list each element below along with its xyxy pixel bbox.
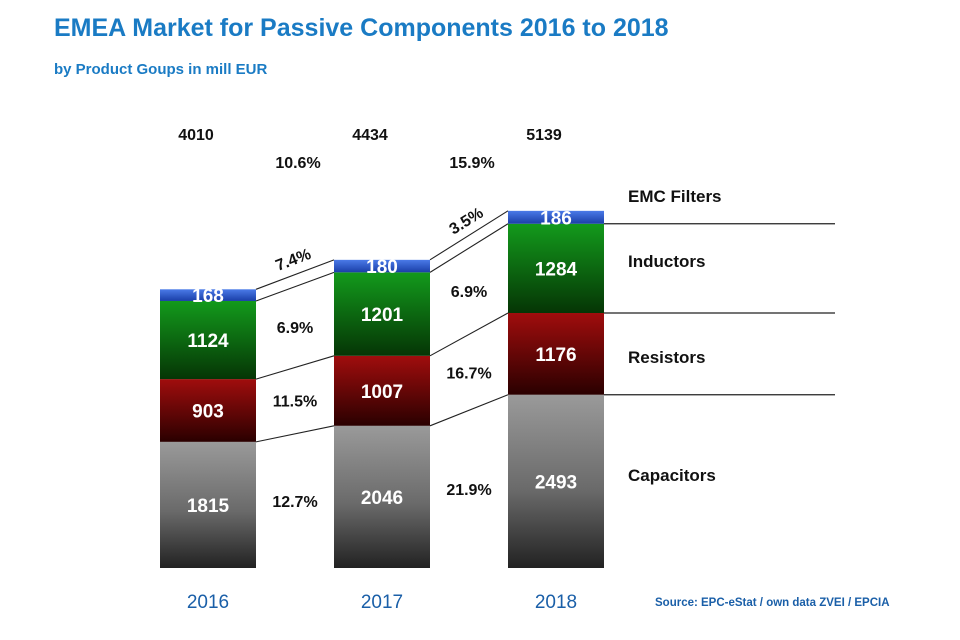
bar-segment-capacitors-2016: [160, 441, 256, 568]
total-label: 5139: [526, 127, 562, 144]
legend-resistors: Resistors: [628, 348, 705, 367]
data-label-capacitors: 1815: [187, 496, 230, 517]
connector-line: [255, 259, 335, 290]
bar-segment-emc-filters-2017: [334, 259, 430, 273]
bar-segment-inductors-2018: [508, 223, 604, 314]
growth-label-capacitors: 12.7%: [272, 494, 317, 511]
bar-segment-resistors-2017: [334, 355, 430, 426]
connector-line: [429, 210, 509, 261]
total-growth-label: 10.6%: [275, 155, 320, 172]
legend-emc-filters: EMC Filters: [628, 187, 722, 206]
data-label-resistors: 903: [192, 401, 224, 422]
data-label-capacitors: 2493: [535, 472, 577, 493]
bar-segment-inductors-2016: [160, 300, 256, 380]
bar-segment-emc-filters-2016: [160, 289, 256, 301]
x-tick-label: 2016: [187, 592, 229, 613]
data-label-capacitors: 2046: [361, 488, 403, 509]
data-label-resistors: 1007: [361, 382, 403, 403]
source-note: Source: EPC-eStat / own data ZVEI / EPCI…: [655, 597, 890, 609]
growth-label-inductors: 6.9%: [277, 320, 313, 337]
growth-label-inductors: 6.9%: [451, 284, 487, 301]
connector-line: [429, 394, 509, 427]
chart-subtitle: by Product Goups in mill EUR: [54, 61, 268, 78]
growth-label-resistors: 16.7%: [446, 365, 491, 382]
growth-label-emc-filters: 3.5%: [447, 205, 487, 239]
bar-segment-capacitors-2017: [334, 425, 430, 568]
bar-segment-emc-filters-2018: [508, 210, 604, 224]
legend-capacitors: Capacitors: [628, 466, 716, 485]
total-growth-label: 15.9%: [449, 155, 494, 172]
connector-line: [255, 425, 335, 443]
data-label-resistors: 1176: [535, 345, 576, 366]
growth-label-resistors: 11.5%: [273, 394, 317, 411]
data-label-inductors: 1284: [535, 259, 578, 280]
growth-label-capacitors: 21.9%: [446, 482, 491, 499]
data-label-inductors: 1201: [361, 305, 404, 326]
legend-inductors: Inductors: [628, 252, 705, 271]
connector-line: [255, 355, 335, 380]
total-label: 4434: [352, 127, 388, 144]
total-label: 4010: [178, 127, 214, 144]
bar-segment-resistors-2016: [160, 379, 256, 442]
connector-line: [429, 223, 509, 273]
bar-segment-inductors-2017: [334, 272, 430, 356]
connector-line: [255, 271, 335, 302]
x-tick-label: 2018: [535, 592, 577, 613]
x-tick-label: 2017: [361, 592, 403, 613]
data-label-emc-filters: 186: [540, 208, 572, 229]
bar-segment-resistors-2018: [508, 313, 604, 395]
bar-segment-capacitors-2018: [508, 394, 604, 568]
data-label-emc-filters: 180: [366, 257, 398, 278]
connector-line: [429, 312, 509, 357]
data-label-inductors: 1124: [187, 331, 229, 352]
chart-title: EMEA Market for Passive Components 2016 …: [54, 14, 669, 42]
data-label-emc-filters: 168: [192, 286, 224, 307]
